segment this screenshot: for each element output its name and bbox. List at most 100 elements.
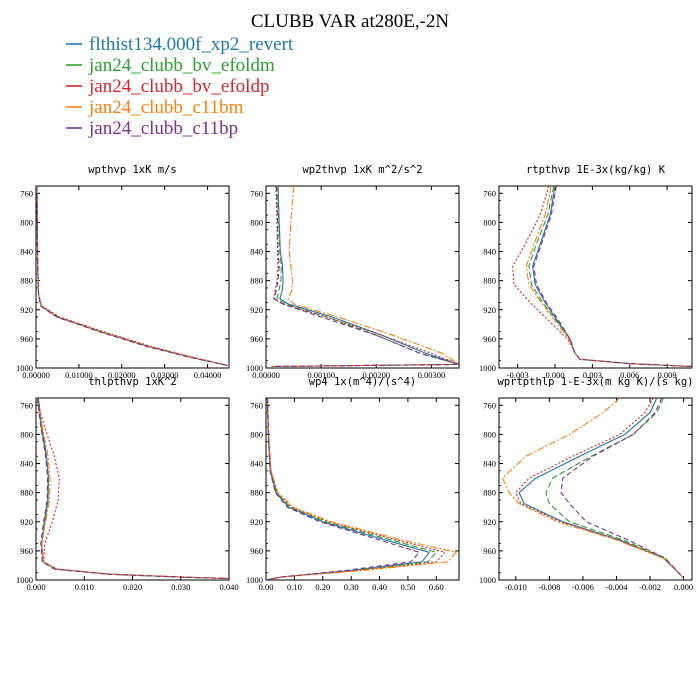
legend-label: flthist134.000f_xp2_revert — [89, 34, 294, 55]
legend-label: jan24_clubb_bv_efoldm — [88, 55, 275, 76]
x-tick-label: 0.00 — [259, 582, 274, 592]
y-tick-label: 800 — [250, 429, 263, 439]
legend-entry: jan24_clubb_c11bm — [66, 97, 244, 118]
y-tick-label: 960 — [250, 546, 263, 556]
y-tick-label: 1000 — [479, 575, 496, 585]
series-line-3 — [36, 398, 229, 580]
series-group — [36, 186, 229, 367]
x-tick-label: 0.01000 — [65, 370, 93, 380]
series-line-4 — [36, 398, 229, 580]
series-line-5 — [36, 186, 229, 367]
y-tick-label: 960 — [250, 334, 263, 344]
x-tick-label: 0.03000 — [151, 370, 179, 380]
y-tick-label: 840 — [20, 247, 33, 257]
y-tick-label: 840 — [483, 459, 496, 469]
series-line-5 — [560, 398, 685, 579]
x-tick-label: 0.020 — [123, 582, 142, 592]
series-line-1 — [271, 186, 459, 368]
panel-title: wp4 1x(m^4)/(s^4) — [309, 376, 416, 388]
x-tick-label: 0.30 — [344, 582, 359, 592]
series-line-4 — [501, 398, 685, 579]
y-tick-label: 1000 — [16, 363, 33, 373]
panel-title: rtpthvp 1E-3x(kg/kg) K — [526, 164, 666, 176]
y-tick-label: 920 — [20, 305, 33, 315]
panel-4: thlpthvp 1xK^2 760 800 840 880 920 960 10000.00… — [16, 376, 239, 592]
legend: flthist134.000f_xp2_revertjan24_clubb_bv… — [66, 34, 294, 139]
x-tick-label: 0.009 — [658, 370, 677, 380]
x-tick-label: 0.40 — [372, 582, 387, 592]
plot-frame — [35, 185, 230, 369]
series-line-5 — [266, 398, 420, 580]
x-tick-label: 0.00200 — [362, 370, 390, 380]
legend-entry: jan24_clubb_bv_efoldm — [66, 55, 275, 76]
y-tick-label: 1000 — [16, 575, 33, 585]
legend-label: jan24_clubb_bv_efoldp — [88, 76, 269, 97]
panel-title: wprtpthlp 1-E-3x(m kg K)/(s kg) — [498, 376, 694, 388]
series-line-2 — [266, 398, 437, 580]
y-tick-label: 880 — [20, 488, 33, 498]
y-tick-label: 960 — [483, 546, 496, 556]
y-tick-label: 960 — [483, 334, 496, 344]
plot-frame — [498, 397, 693, 581]
y-tick-label: 1000 — [479, 363, 496, 373]
legend-entry: jan24_clubb_c11bp — [66, 118, 238, 139]
series-line-3 — [512, 186, 692, 368]
x-tick-label: -0.008 — [538, 582, 560, 592]
panel-6: wprtpthlp 1-E-3x(m kg K)/(s kg) 760 800 840… — [479, 376, 693, 592]
series-group — [266, 398, 457, 580]
series-group — [512, 186, 692, 368]
series-line-4 — [271, 186, 459, 368]
y-tick-label: 960 — [20, 546, 33, 556]
y-tick-label: 880 — [250, 276, 263, 286]
panel-2: wp2thvp 1xK m^2/s^2 760 800 840 880 920 960 100… — [246, 164, 460, 380]
series-line-4 — [36, 186, 229, 367]
panel-title: thlpthvp 1xK^2 — [88, 376, 177, 388]
y-tick-label: 840 — [483, 247, 496, 257]
x-tick-label: -0.004 — [605, 582, 628, 592]
y-tick-label: 800 — [20, 429, 33, 439]
x-tick-label: 0.00000 — [252, 370, 280, 380]
y-tick-label: 840 — [20, 459, 33, 469]
series-line-1 — [532, 186, 692, 368]
plot-frame — [498, 185, 693, 369]
x-tick-label: 0.00300 — [418, 370, 446, 380]
panel-5: wp4 1x(m^4)/(s^4)76080084088092096010000… — [246, 376, 460, 592]
x-tick-label: -0.010 — [505, 582, 527, 592]
series-line-3 — [271, 186, 459, 368]
series-group — [501, 398, 685, 579]
x-tick-label: 0.030 — [171, 582, 190, 592]
x-tick-label: 0.20 — [315, 582, 330, 592]
x-tick-label: 0.040 — [219, 582, 238, 592]
x-tick-label: -0.006 — [572, 582, 594, 592]
y-tick-label: 880 — [250, 488, 263, 498]
y-tick-label: 760 — [483, 400, 496, 410]
x-tick-label: -0.002 — [639, 582, 661, 592]
series-group — [36, 398, 229, 580]
panel-1: wpthvp 1xK m/s 760 800 840 880 920 960 10000.00… — [16, 164, 230, 380]
y-tick-label: 920 — [483, 517, 496, 527]
legend-entry: flthist134.000f_xp2_revert — [66, 34, 294, 55]
x-tick-label: 0.50 — [400, 582, 415, 592]
y-tick-label: 920 — [20, 517, 33, 527]
x-tick-label: 0.000 — [674, 582, 693, 592]
series-line-2 — [36, 398, 229, 580]
y-tick-label: 880 — [483, 276, 496, 286]
x-tick-label: 0.000 — [545, 370, 564, 380]
series-line-2 — [528, 186, 692, 368]
x-tick-label: 0.00100 — [307, 370, 335, 380]
series-line-4 — [525, 186, 692, 368]
legend-label: jan24_clubb_c11bp — [88, 118, 238, 139]
legend-label: jan24_clubb_c11bm — [88, 97, 244, 118]
series-line-4 — [266, 398, 457, 580]
y-tick-label: 880 — [20, 276, 33, 286]
y-tick-label: 960 — [20, 334, 33, 344]
series-line-5 — [533, 186, 692, 368]
y-tick-label: 1000 — [246, 575, 263, 585]
x-tick-label: 0.04000 — [194, 370, 222, 380]
series-line-3 — [266, 398, 446, 580]
y-tick-label: 760 — [250, 400, 263, 410]
y-tick-label: 760 — [20, 400, 33, 410]
x-tick-label: 0.010 — [75, 582, 94, 592]
y-tick-label: 840 — [250, 459, 263, 469]
